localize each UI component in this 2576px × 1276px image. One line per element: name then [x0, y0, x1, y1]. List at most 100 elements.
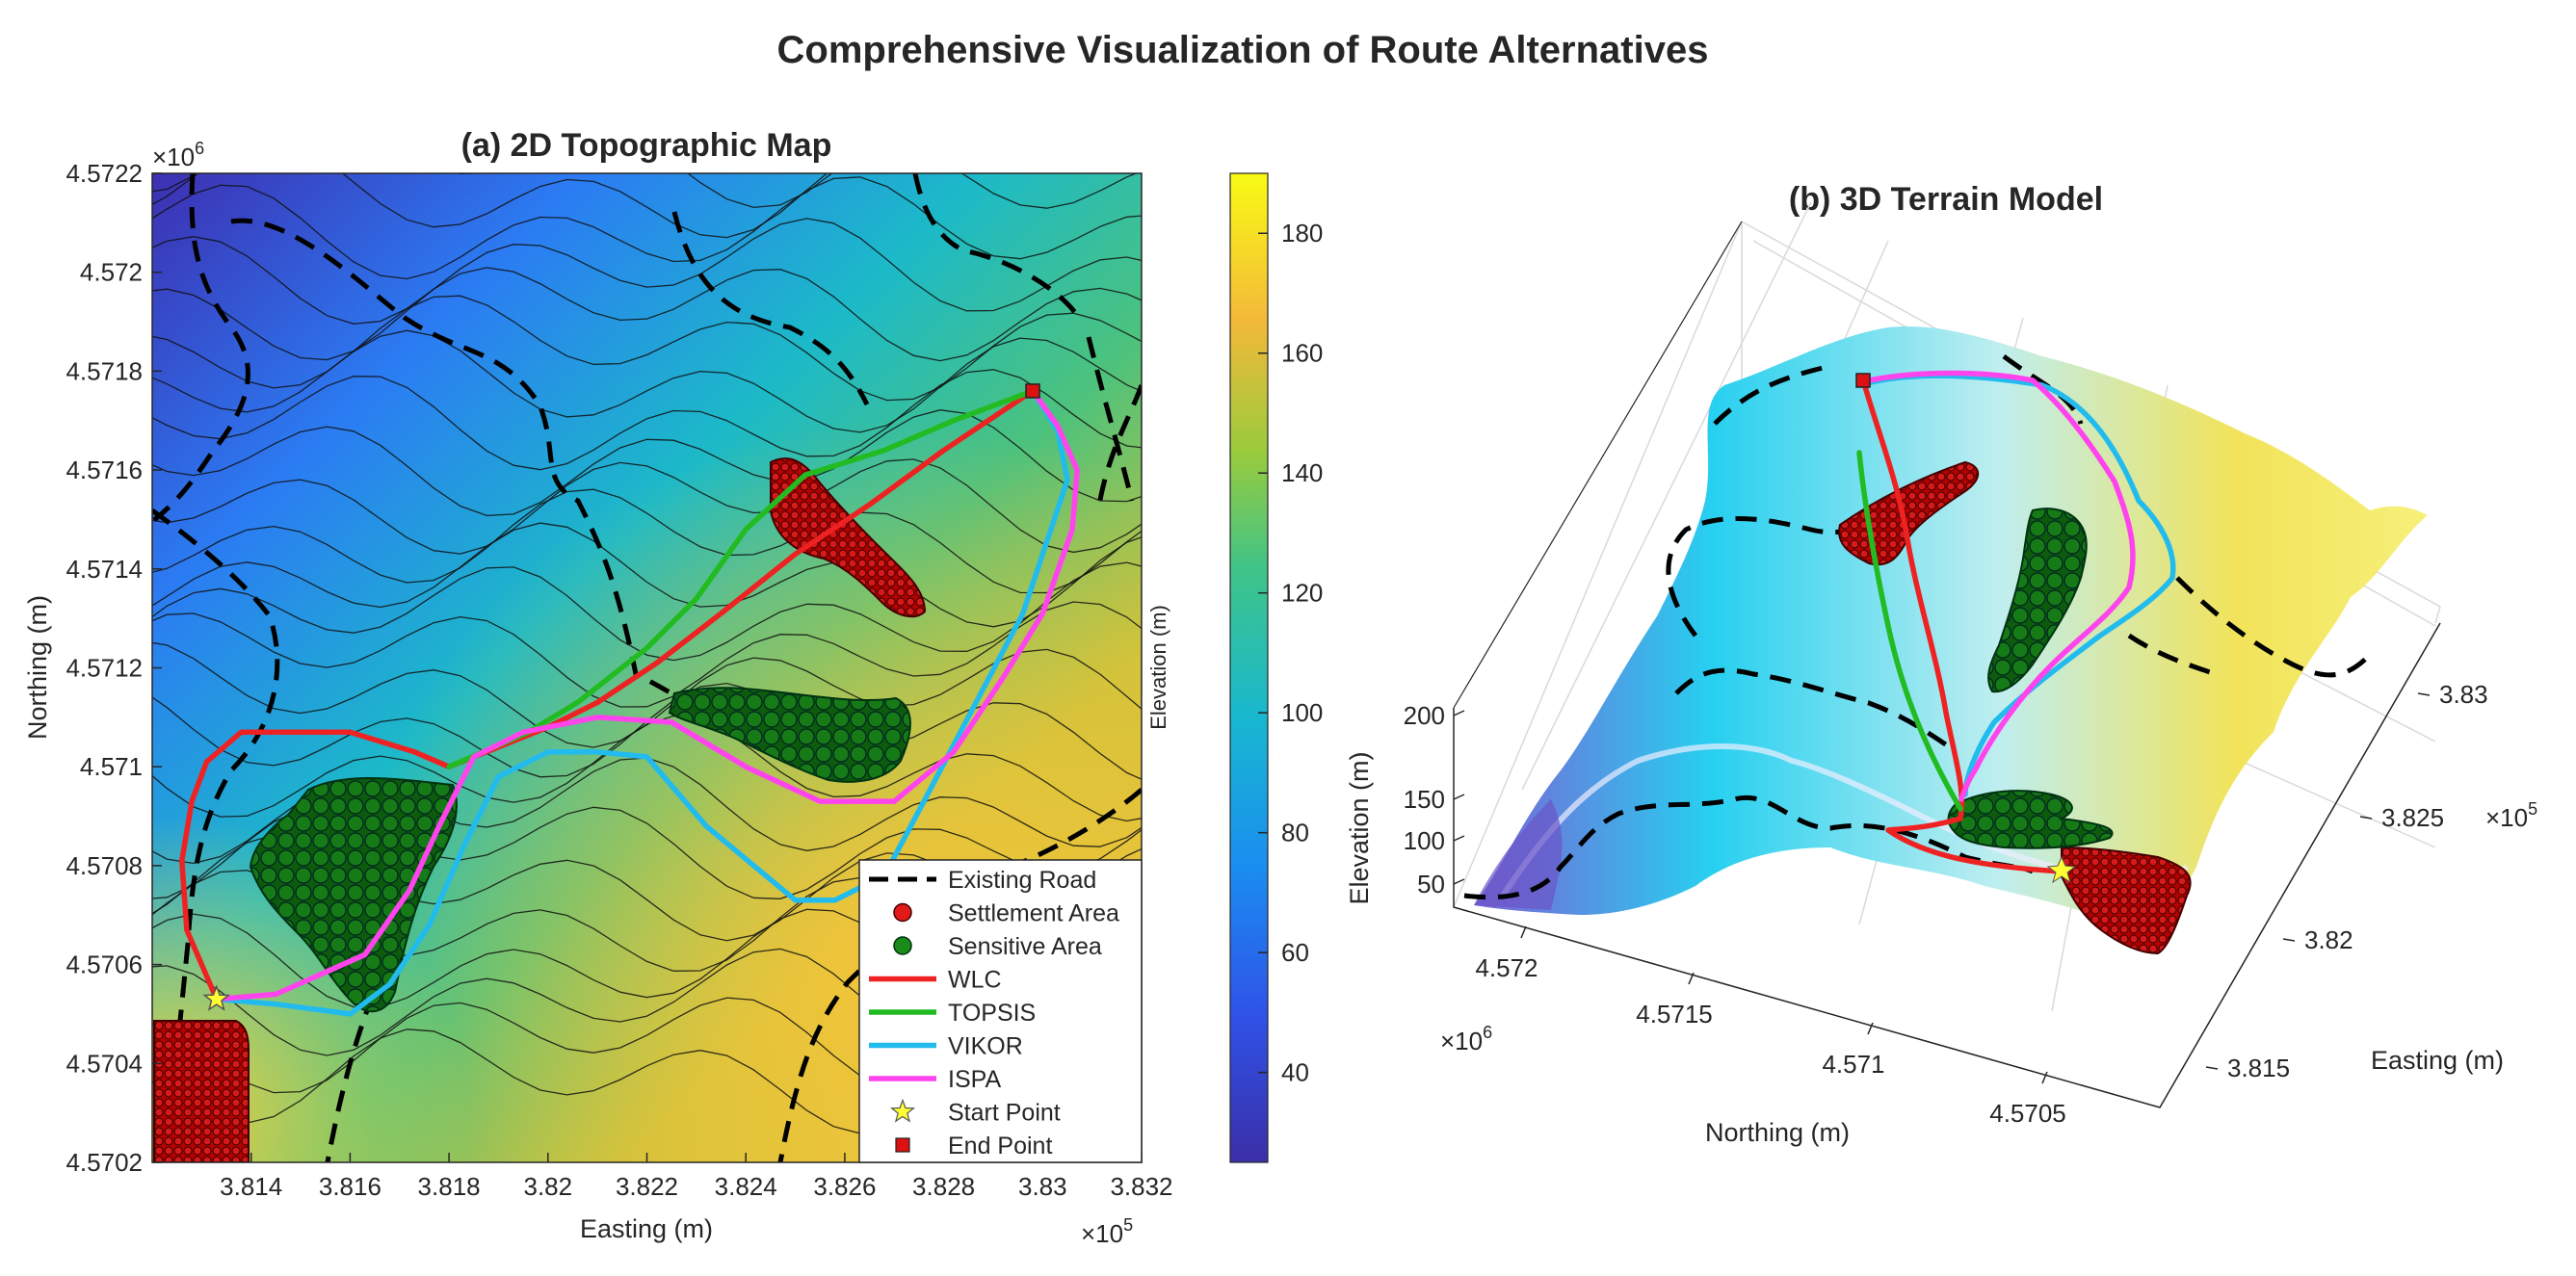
legend-entry: End Point [895, 1133, 1052, 1159]
contour-line [152, 522, 1142, 628]
panel-a-title: (a) 2D Topographic Map [461, 127, 832, 164]
sensitive-areas [249, 687, 911, 1013]
northing-multiplier-3d: ×106 [1440, 1023, 1492, 1055]
road-segment-3d [1666, 498, 1919, 638]
y-tick-label: 4.571 [80, 752, 143, 781]
route-vikor [214, 388, 1070, 1017]
terrain-surface-3d [1474, 326, 2428, 925]
colorbar-tick-label: 140 [1281, 458, 1323, 487]
x-axis-a: 3.814 3.816 3.818 3.82 3.822 3.824 3.826 3.828 3… [220, 1153, 1173, 1201]
x-tick-label: 3.832 [1110, 1172, 1172, 1201]
legend-sensitive-swatch [893, 936, 912, 955]
grid-line [1521, 201, 1812, 791]
contour-line [152, 218, 1142, 325]
y-tick-label: 4.5706 [66, 950, 143, 979]
x-multiplier-a: ×105 [1081, 1215, 1133, 1248]
legend-entry: ISPA [869, 1066, 1001, 1093]
z-tick-label: 150 [1404, 785, 1445, 814]
end-point-marker-3d [1855, 373, 1871, 388]
y-tick-label: 4.5718 [66, 356, 143, 385]
legend-entry: WLC [869, 967, 1002, 994]
panel-b-title: (b) 3D Terrain Model [1789, 181, 2103, 218]
legend-label: Start Point [948, 1100, 1061, 1127]
easting-tick-mark [2282, 938, 2296, 942]
legend-end-swatch [895, 1137, 910, 1153]
easting-tick-label: 3.815 [2227, 1054, 2290, 1082]
easting-tick-mark [2205, 1066, 2219, 1070]
easting-axis-3d: 3.815 3.82 3.825 3.83 [2205, 680, 2488, 1082]
sensitive-area [668, 687, 911, 783]
x-tick-label: 3.822 [616, 1172, 678, 1201]
road-segment [152, 508, 280, 1089]
contour-line [152, 715, 1142, 822]
easting-tick-mark [2417, 692, 2431, 696]
y-tick-label: 4.5704 [66, 1049, 143, 1078]
contour-line [152, 601, 1142, 708]
legend-label: VIKOR [948, 1033, 1023, 1060]
z-tick-mark [1453, 710, 1465, 716]
contour-line [152, 409, 1142, 517]
northing-tick-mark [2041, 1071, 2048, 1084]
z-tick-mark [1453, 835, 1465, 842]
start-point-marker-3d [2046, 855, 2077, 884]
contour-line [152, 329, 1142, 433]
end-point-marker [1025, 383, 1040, 399]
legend-label: TOPSIS [948, 1000, 1036, 1027]
road-segment [912, 173, 1082, 320]
x-tick-label: 3.818 [418, 1172, 481, 1201]
colorbar-label: Elevation (m) [1146, 605, 1170, 730]
contour-line [152, 458, 1142, 555]
y-tick-label: 4.5716 [66, 456, 143, 484]
northing-axis-label-3d: Northing (m) [1705, 1118, 1850, 1147]
y-axis-a: 4.5702 4.5704 4.5706 4.5708 4.571 4.5712 4.571… [66, 159, 162, 1177]
x-tick-label: 3.816 [319, 1172, 381, 1201]
colorbar-gradient [1229, 172, 1269, 1163]
y-multiplier-a: ×106 [152, 139, 204, 171]
contour-line [152, 369, 1142, 471]
contour-line [152, 488, 1142, 594]
z-axis-label-3d: Elevation (m) [1345, 751, 1374, 904]
y-tick-label: 4.572 [80, 258, 143, 287]
road-segment-3d [1713, 363, 1831, 426]
easting-tick-mark [2359, 816, 2373, 820]
easting-tick-label: 3.82 [2304, 925, 2353, 954]
x-tick-label: 3.814 [220, 1172, 282, 1201]
route-topsis [446, 388, 1036, 769]
y-tick-label: 4.5714 [66, 555, 143, 584]
settlement-area-3d [2061, 846, 2192, 955]
route-ispa [214, 388, 1080, 1003]
sensitive-area-3d [1987, 508, 2088, 693]
contour-line [152, 267, 1142, 362]
easting-axis-label-3d: Easting (m) [2371, 1046, 2504, 1075]
road-segment-3d [2175, 576, 2372, 678]
z-tick-mark [1453, 794, 1465, 800]
panel-a: (a) 2D Topographic Map [23, 127, 1323, 1248]
y-tick-label: 4.5702 [66, 1148, 143, 1177]
colorbar-tick-label: 80 [1281, 819, 1309, 847]
legend-start-swatch [889, 1098, 916, 1123]
legend-entry: TOPSIS [869, 1000, 1036, 1027]
settlement-areas [153, 457, 927, 1162]
y-axis-label-a: Northing (m) [23, 595, 52, 740]
colorbar-tick-label: 160 [1281, 339, 1323, 368]
z-tick-label: 100 [1404, 826, 1445, 855]
northing-tick-label: 4.572 [1475, 953, 1538, 982]
colorbar-ticks: 40 60 80 100 120 140 160 180 [1258, 219, 1323, 1087]
road-segment [1086, 336, 1135, 502]
x-tick-label: 3.826 [813, 1172, 876, 1201]
northing-tick-label: 4.5705 [1989, 1099, 2066, 1128]
route-vikor-3d [1864, 373, 2176, 797]
colorbar-tick-label: 100 [1281, 698, 1323, 727]
road-segment-3d [2127, 633, 2217, 677]
road-segment [671, 211, 870, 406]
contour-line [152, 561, 1142, 662]
northing-tick-label: 4.571 [1822, 1050, 1884, 1079]
x-tick-label: 3.82 [523, 1172, 572, 1201]
x-tick-label: 3.824 [715, 1172, 777, 1201]
colorbar-tick-label: 40 [1281, 1058, 1309, 1087]
road-segment [1095, 384, 1142, 511]
colorbar-tick-label: 120 [1281, 579, 1323, 608]
contour-line [152, 176, 1142, 280]
legend-label: WLC [948, 967, 1002, 994]
